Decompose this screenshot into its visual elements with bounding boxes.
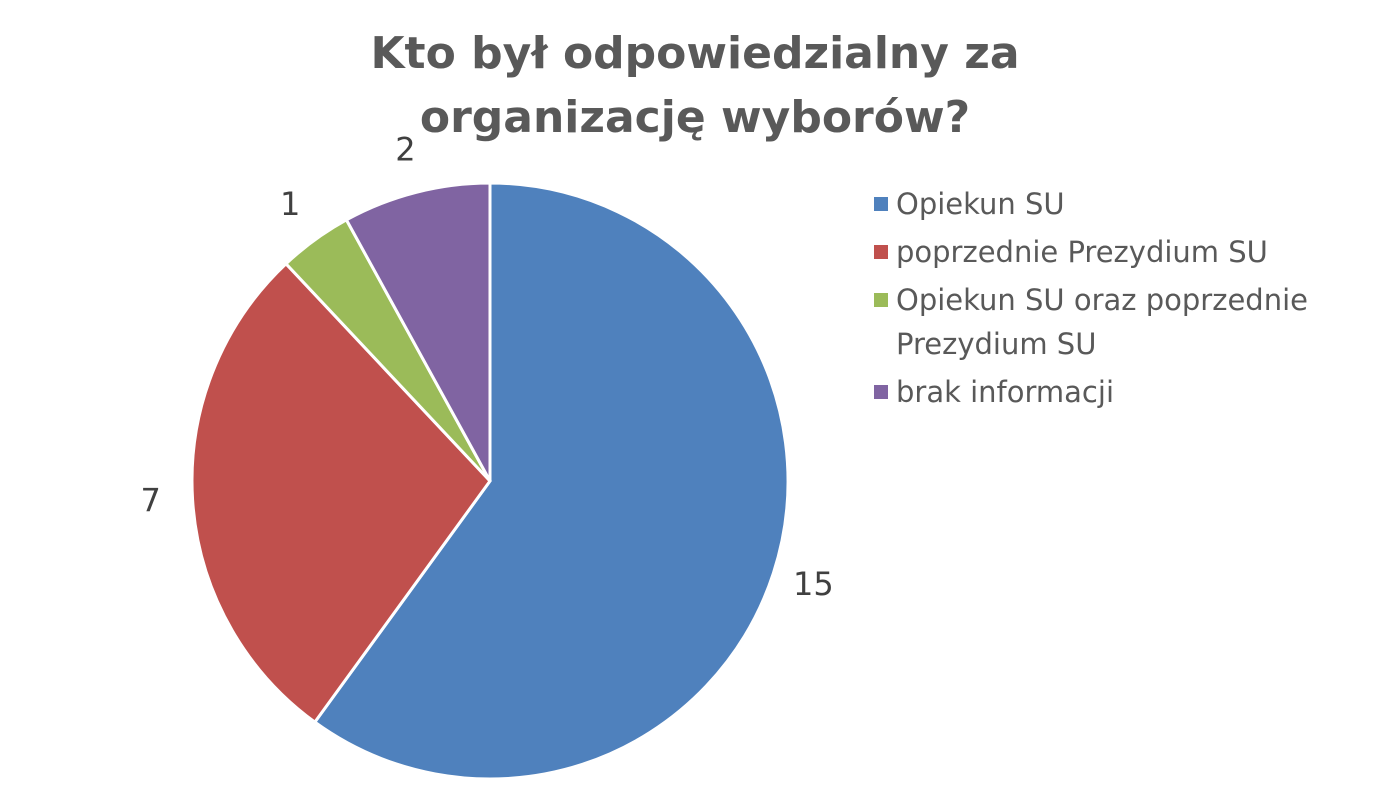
legend-label: Opiekun SU bbox=[896, 187, 1065, 221]
legend-swatch bbox=[874, 245, 888, 259]
legend-label: Opiekun SU oraz poprzednie Prezydium SU bbox=[896, 283, 1308, 361]
data-label: 15 bbox=[793, 565, 834, 603]
legend-entry: Opiekun SU bbox=[874, 182, 1314, 226]
legend-label: brak informacji bbox=[896, 375, 1114, 409]
legend-swatch bbox=[874, 197, 888, 211]
legend-entry: poprzednie Prezydium SU bbox=[874, 230, 1314, 274]
pie-slice bbox=[190, 261, 492, 725]
data-label: 2 bbox=[395, 131, 415, 169]
legend-swatch bbox=[874, 385, 888, 399]
legend-entry: Opiekun SU oraz poprzednie Prezydium SU bbox=[874, 278, 1314, 366]
pie-slice bbox=[344, 181, 492, 482]
legend: Opiekun SU poprzednie Prezydium SU Opiekun… bbox=[874, 182, 1314, 418]
data-label: 7 bbox=[140, 481, 160, 519]
legend-entry: brak informacji bbox=[874, 370, 1314, 414]
legend-label: poprzednie Prezydium SU bbox=[896, 235, 1268, 269]
legend-swatch bbox=[874, 293, 888, 307]
pie-slice bbox=[312, 181, 790, 781]
data-label: 1 bbox=[280, 185, 300, 223]
chart-title: Kto był odpowiedzialny za organizację wy… bbox=[370, 28, 1020, 143]
